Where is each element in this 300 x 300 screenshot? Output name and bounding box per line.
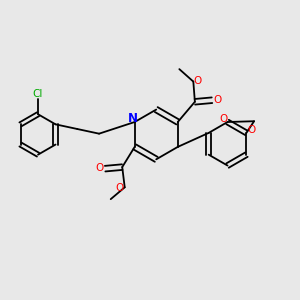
- Text: O: O: [115, 183, 123, 193]
- Text: O: O: [194, 76, 202, 86]
- Text: O: O: [219, 114, 227, 124]
- Text: N: N: [128, 112, 138, 125]
- Text: O: O: [95, 163, 104, 173]
- Text: Cl: Cl: [32, 89, 43, 99]
- Text: O: O: [214, 94, 222, 105]
- Text: O: O: [248, 125, 256, 135]
